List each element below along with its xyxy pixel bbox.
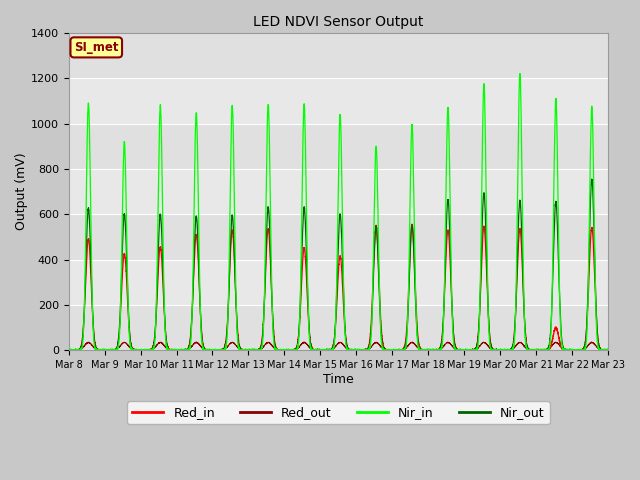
Text: SI_met: SI_met: [74, 41, 118, 54]
Bar: [68, 78, 608, 124]
Bar: [68, 169, 608, 215]
Bar: [68, 260, 608, 305]
X-axis label: Time: Time: [323, 373, 354, 386]
Bar: [68, 33, 608, 78]
Bar: [68, 305, 608, 350]
Legend: Red_in, Red_out, Nir_in, Nir_out: Red_in, Red_out, Nir_in, Nir_out: [127, 401, 550, 424]
Y-axis label: Output (mV): Output (mV): [15, 153, 28, 230]
Bar: [68, 215, 608, 260]
Title: LED NDVI Sensor Output: LED NDVI Sensor Output: [253, 15, 424, 29]
Bar: [68, 124, 608, 169]
